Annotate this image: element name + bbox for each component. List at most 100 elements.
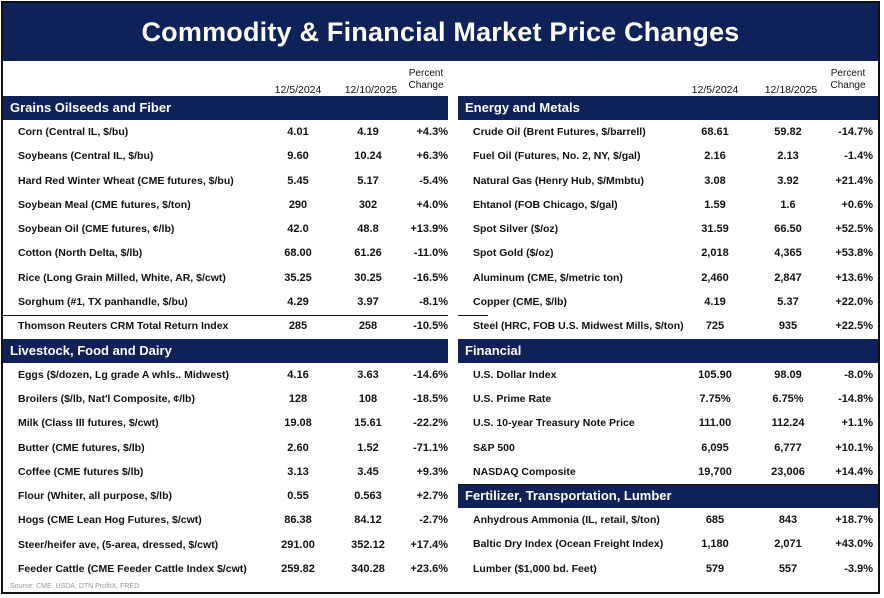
row-label: Cotton (North Delta, $/lb) — [18, 247, 143, 260]
row-label: Milk (Class III futures, $/cwt) — [18, 417, 159, 430]
table-row: Soybean Meal (CME futures, $/ton) 290 302 +… — [3, 193, 448, 217]
value-date1: 6,095 — [701, 441, 729, 454]
value-date2: 84.12 — [354, 514, 382, 527]
value-date1: 579 — [705, 562, 725, 575]
table-row: Sorghum (#1, TX panhandle, $/bu) 4.29 3.97… — [3, 290, 448, 314]
row-label: Hogs (CME Lean Hog Futures, $/cwt) — [18, 514, 202, 527]
value-date1: 4.16 — [287, 368, 309, 381]
value-date2: 5.37 — [777, 296, 799, 309]
section-header: Livestock, Food and Dairy — [3, 338, 448, 363]
value-date2: 3.63 — [357, 368, 379, 381]
value-date2: 2,071 — [774, 538, 802, 551]
value-date2: 30.25 — [354, 271, 382, 284]
value-date2: 843 — [778, 514, 798, 527]
value-date1: 2.16 — [704, 150, 726, 163]
percent-change: -18.5% — [413, 392, 448, 405]
table-row: Anhydrous Ammonia (IL, retail, $/ton) 685… — [458, 508, 878, 532]
value-date2: 4.19 — [357, 126, 379, 138]
source-note: Source: CME, USDA, DTN ProfitX, FRED — [10, 583, 140, 590]
value-date1: 111.00 — [698, 417, 732, 430]
table-row: Steel (HRC, FOB U.S. Midwest Mills, $/to… — [458, 314, 878, 338]
percent-change: +17.4% — [410, 538, 448, 551]
percent-change: +14.4% — [835, 465, 873, 478]
value-date1: 7.75% — [699, 392, 731, 405]
section-header: Financial — [458, 338, 878, 363]
value-date2: 23,006 — [771, 465, 805, 478]
value-date2: 352.12 — [351, 538, 385, 551]
row-label: Ehtanol (FOB Chicago, $/gal) — [473, 198, 618, 211]
table-row: Baltic Dry Index (Ocean Freight Index) 1,… — [458, 532, 878, 556]
table-row: Ehtanol (FOB Chicago, $/gal) 1.59 1.6 +0.6% — [458, 193, 878, 217]
row-label: Baltic Dry Index (Ocean Freight Index) — [473, 538, 664, 551]
date2-header: 12/18/2025 — [764, 84, 818, 96]
value-date1: 3.08 — [704, 174, 726, 187]
value-date2: 2.13 — [777, 150, 799, 163]
percent-change-header: Percent Change — [830, 68, 866, 91]
percent-change: +52.5% — [835, 223, 873, 236]
row-label: U.S. Prime Rate — [473, 392, 552, 405]
percent-change: -8.0% — [844, 368, 873, 381]
row-label: NASDAQ Composite — [473, 465, 576, 478]
table-row: Natural Gas (Henry Hub, $/Mmbtu) 3.08 3.92… — [458, 169, 878, 193]
table-row: S&P 500 6,095 6,777 +10.1% — [458, 436, 878, 460]
divider — [458, 315, 488, 316]
table-row: Flour (Whiter, all purpose, $/lb) 0.55 0.5… — [3, 484, 448, 508]
percent-change: +4.3% — [416, 126, 449, 138]
row-label: Butter (CME futures, $/lb) — [18, 441, 145, 454]
value-date2: 1.6 — [780, 198, 796, 211]
row-label: Aluminum (CME, $/metric ton) — [473, 271, 623, 284]
date1-header: 12/5/2024 — [274, 84, 322, 96]
value-date1: 19.08 — [284, 417, 312, 430]
table-row: Rice (Long Grain Milled, White, AR, $/cw… — [3, 266, 448, 290]
value-date2: 98.09 — [774, 368, 802, 381]
percent-change: -16.5% — [413, 271, 448, 284]
percent-change: +13.9% — [410, 223, 448, 236]
percent-change: -14.8% — [838, 392, 873, 405]
percent-change: +53.8% — [835, 247, 873, 260]
percent-change: +43.0% — [835, 538, 873, 551]
row-label: Fuel Oil (Futures, No. 2, NY, $/gal) — [473, 150, 641, 163]
table-row: Spot Gold ($/oz) 2,018 4,365 +53.8% — [458, 241, 878, 265]
percent-change: +4.0% — [416, 198, 449, 211]
value-date1: 31.59 — [701, 223, 729, 236]
percent-change: +22.5% — [835, 320, 873, 333]
table-row: Steer/heifer ave, (5-area, dressed, $/cw… — [3, 533, 448, 557]
divider — [458, 484, 878, 485]
value-date1: 4.19 — [704, 296, 726, 309]
value-date2: 5.17 — [357, 174, 379, 187]
table-row: U.S. 10-year Treasury Note Price 111.00 11… — [458, 411, 878, 435]
value-date2: 3.45 — [357, 465, 379, 478]
value-date2: 4,365 — [774, 247, 802, 260]
date2-header: 12/10/2025 — [344, 84, 398, 96]
value-date1: 35.25 — [284, 271, 312, 284]
row-label: Steer/heifer ave, (5-area, dressed, $/cw… — [18, 538, 219, 551]
row-label: Lumber ($1,000 bd. Feet) — [473, 562, 597, 575]
value-date1: 259.82 — [281, 563, 315, 576]
row-label: Rice (Long Grain Milled, White, AR, $/cw… — [18, 271, 226, 284]
table-row: Coffee (CME futures $/lb) 3.13 3.45 +9.3% — [3, 460, 448, 484]
percent-change: -14.6% — [413, 368, 448, 381]
percent-change: -71.1% — [413, 441, 448, 454]
row-label: Steel (HRC, FOB U.S. Midwest Mills, $/to… — [473, 320, 684, 333]
row-label: Spot Silver ($/oz) — [473, 223, 559, 236]
value-date2: 15.61 — [354, 417, 382, 430]
table-row: Fuel Oil (Futures, No. 2, NY, $/gal) 2.16… — [458, 144, 878, 168]
percent-change: +23.6% — [410, 563, 448, 576]
value-date2: 3.97 — [357, 296, 379, 309]
percent-change: +18.7% — [835, 514, 873, 527]
value-date2: 108 — [358, 392, 378, 405]
table-row: Hogs (CME Lean Hog Futures, $/cwt) 86.38 8… — [3, 508, 448, 532]
section-header: Fertilizer, Transportation, Lumber — [458, 484, 878, 509]
row-label: Natural Gas (Henry Hub, $/Mmbtu) — [473, 174, 644, 187]
table-row: Lumber ($1,000 bd. Feet) 579 557 -3.9% — [458, 557, 878, 581]
row-label: Eggs ($/dozen, Lg grade A whls.. Midwest… — [18, 368, 229, 381]
percent-change: +2.7% — [416, 490, 449, 503]
value-date2: 10.24 — [354, 150, 382, 163]
value-date1: 291.00 — [281, 538, 315, 551]
value-date1: 4.01 — [287, 126, 309, 138]
table-row: Spot Silver ($/oz) 31.59 66.50 +52.5% — [458, 217, 878, 241]
row-label: Crude Oil (Brent Futures, $/barrell) — [473, 126, 646, 138]
percent-change: -10.5% — [413, 320, 448, 333]
row-label: Hard Red Winter Wheat (CME futures, $/bu… — [18, 174, 234, 187]
